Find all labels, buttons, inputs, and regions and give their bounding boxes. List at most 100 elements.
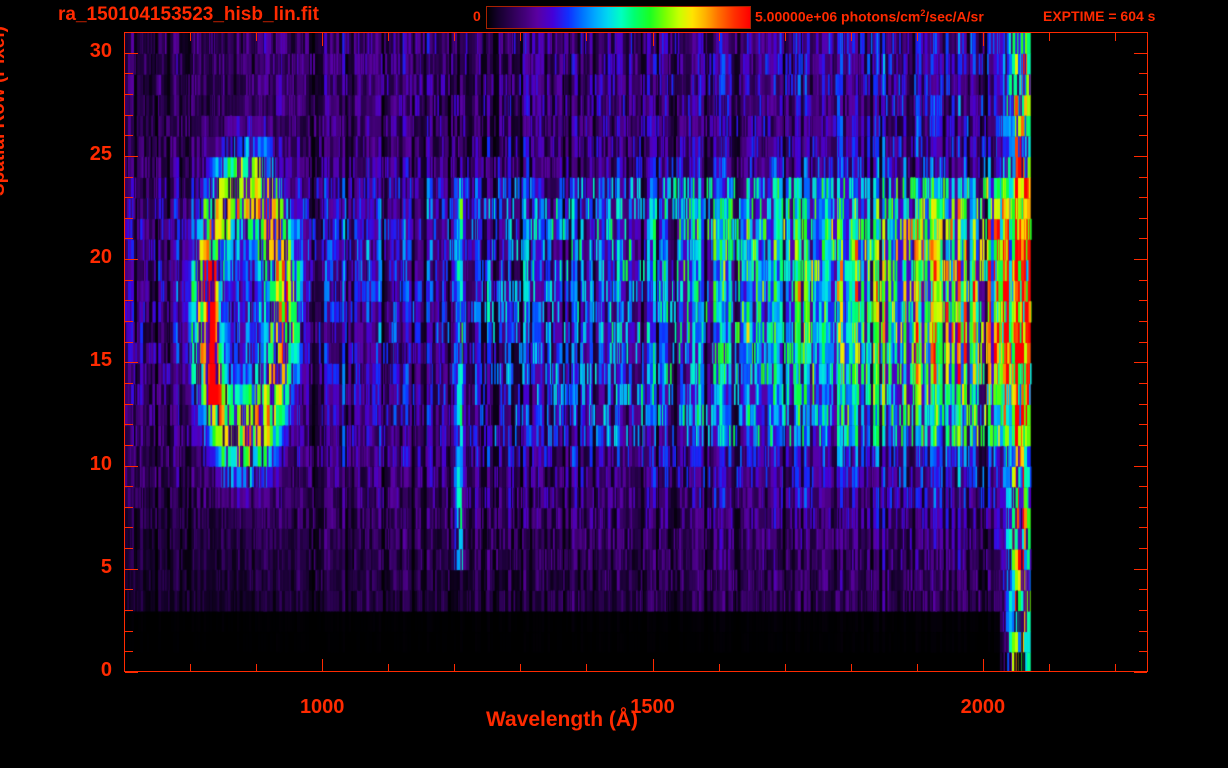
tick-mark	[1049, 33, 1050, 41]
tick-mark	[125, 631, 133, 632]
tick-mark	[1134, 53, 1147, 54]
tick-mark	[1139, 548, 1147, 549]
tick-mark	[388, 664, 389, 672]
tick-mark	[322, 33, 323, 46]
x-axis-title: Wavelength (Å)	[485, 708, 639, 731]
tick-mark	[851, 33, 852, 41]
tick-mark	[256, 664, 257, 672]
tick-mark	[125, 32, 133, 33]
colorbar-max-exponent: 2	[920, 8, 926, 18]
tick-mark	[653, 33, 654, 46]
tick-mark	[190, 664, 191, 672]
spectrogram-heatmap	[125, 33, 1147, 671]
tick-mark	[125, 548, 133, 549]
tick-mark	[1049, 664, 1050, 672]
tick-mark	[190, 33, 191, 41]
y-tick-label: 15	[89, 349, 112, 372]
plot-frame	[124, 32, 1148, 672]
tick-mark	[125, 115, 133, 116]
tick-mark	[1139, 218, 1147, 219]
tick-mark	[1139, 280, 1147, 281]
y-tick-label: 5	[100, 555, 112, 578]
tick-mark	[1139, 383, 1147, 384]
tick-mark	[125, 280, 133, 281]
tick-mark	[1139, 486, 1147, 487]
tick-mark	[125, 486, 133, 487]
tick-mark	[1115, 33, 1116, 41]
tick-mark	[124, 33, 125, 41]
y-tick-label: 10	[89, 452, 112, 475]
tick-mark	[653, 659, 654, 672]
tick-mark	[125, 94, 133, 95]
tick-mark	[125, 259, 138, 260]
tick-mark	[125, 177, 133, 178]
tick-mark	[125, 300, 133, 301]
tick-mark	[520, 664, 521, 672]
tick-mark	[125, 362, 138, 363]
tick-mark	[1139, 527, 1147, 528]
tick-mark	[1134, 466, 1147, 467]
tick-mark	[454, 664, 455, 672]
tick-mark	[125, 53, 138, 54]
colorbar	[486, 6, 751, 29]
tick-mark	[125, 73, 133, 74]
tick-mark	[124, 664, 125, 672]
tick-mark	[851, 664, 852, 672]
tick-mark	[520, 33, 521, 41]
tick-mark	[1139, 238, 1147, 239]
tick-mark	[1134, 672, 1147, 673]
tick-mark	[1139, 135, 1147, 136]
tick-mark	[1139, 321, 1147, 322]
tick-mark	[125, 424, 133, 425]
y-tick-label: 0	[100, 659, 112, 681]
y-tick-label: 30	[89, 39, 112, 62]
tick-mark	[719, 33, 720, 41]
tick-mark	[1139, 73, 1147, 74]
tick-mark	[125, 342, 133, 343]
x-tick-label: 1500	[630, 696, 675, 718]
tick-mark	[1139, 32, 1147, 33]
tick-mark	[1139, 651, 1147, 652]
x-tick-label: 1000	[299, 696, 345, 718]
tick-mark	[125, 238, 133, 239]
tick-mark	[1139, 589, 1147, 590]
tick-mark	[125, 569, 138, 570]
tick-mark	[125, 610, 133, 611]
tick-mark	[125, 321, 133, 322]
tick-mark	[719, 664, 720, 672]
tick-mark	[1139, 424, 1147, 425]
tick-mark	[1139, 445, 1147, 446]
tick-mark	[586, 33, 587, 41]
tick-mark	[125, 404, 133, 405]
tick-mark	[1134, 362, 1147, 363]
tick-mark	[1139, 404, 1147, 405]
tick-mark	[1134, 156, 1147, 157]
tick-mark	[983, 659, 984, 672]
y-tick-label: 20	[89, 246, 112, 269]
tick-mark	[1139, 300, 1147, 301]
colorbar-max-suffix: /sec/A/sr	[925, 8, 984, 25]
tick-mark	[322, 659, 323, 672]
tick-mark	[586, 664, 587, 672]
tick-mark	[256, 33, 257, 41]
tick-mark	[1139, 631, 1147, 632]
tick-mark	[1139, 610, 1147, 611]
tick-mark	[125, 218, 133, 219]
tick-mark	[1139, 177, 1147, 178]
tick-mark	[1115, 664, 1116, 672]
x-tick-label: 2000	[960, 696, 1006, 718]
colorbar-max-label: 5.00000e+06 photons/cm2/sec/A/sr	[755, 8, 984, 25]
tick-mark	[125, 589, 133, 590]
tick-mark	[983, 33, 984, 46]
tick-mark	[125, 651, 133, 652]
tick-mark	[917, 664, 918, 672]
tick-mark	[1139, 115, 1147, 116]
y-axis-title: Spatial Row (Pixel)	[0, 26, 9, 196]
tick-mark	[125, 672, 138, 673]
tick-mark	[1139, 94, 1147, 95]
tick-mark	[125, 445, 133, 446]
tick-mark	[917, 33, 918, 41]
tick-mark	[388, 33, 389, 41]
tick-mark	[125, 197, 133, 198]
tick-mark	[125, 527, 133, 528]
